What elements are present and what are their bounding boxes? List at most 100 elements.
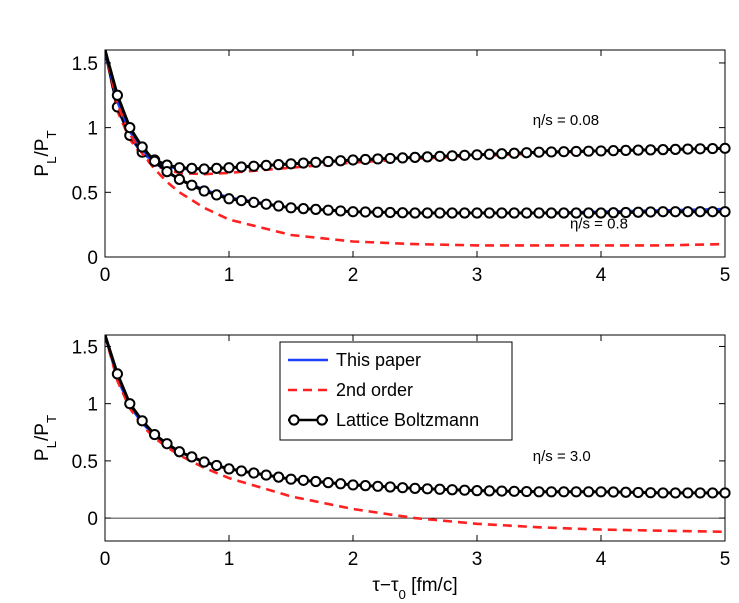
lattice-boltzmann-marker <box>459 484 471 496</box>
lattice-boltzmann-marker <box>260 198 272 210</box>
lattice-boltzmann-marker <box>409 482 421 494</box>
x-axis-label: τ−τ0 [fm/c] <box>372 575 457 602</box>
lattice-boltzmann-marker <box>335 205 347 217</box>
lattice-boltzmann-marker <box>359 153 371 166</box>
lattice-boltzmann-marker <box>682 487 694 499</box>
legend: This paper 2nd order Lattice Boltzmann <box>279 341 513 441</box>
lattice-boltzmann-marker <box>657 206 669 218</box>
lattice-boltzmann-marker <box>434 483 446 495</box>
x-tick-label: 3 <box>472 265 483 286</box>
lattice-boltzmann-marker <box>632 206 644 218</box>
legend-marker <box>316 414 328 426</box>
lattice-boltzmann-marker <box>235 194 247 207</box>
lattice-boltzmann-marker <box>397 482 409 494</box>
lattice-boltzmann-marker <box>620 144 632 156</box>
lattice-boltzmann-marker <box>645 144 657 156</box>
lattice-boltzmann-marker <box>558 146 570 158</box>
lattice-boltzmann-marker <box>421 151 433 163</box>
legend-entry: 2nd order <box>336 380 413 400</box>
lattice-boltzmann-marker <box>248 160 260 172</box>
lattice-boltzmann-marker <box>471 149 483 161</box>
x-tick-label: 0 <box>100 265 111 286</box>
lattice-boltzmann-marker <box>285 158 297 170</box>
lattice-boltzmann-marker <box>707 487 719 499</box>
lattice-boltzmann-marker <box>111 89 124 101</box>
lattice-boltzmann-marker <box>235 465 247 477</box>
lattice-boltzmann-marker <box>583 207 595 219</box>
lattice-boltzmann-marker <box>322 477 334 489</box>
lattice-boltzmann-marker <box>260 469 272 481</box>
x-tick-label: 4 <box>596 265 607 286</box>
lattice-boltzmann-marker <box>285 202 297 214</box>
bottom-panel: 0 1 2 3 4 5 0 0.5 1 1.5 PL/PT τ−τ0 [fm/c] η/s = 3.0 T… <box>32 334 731 602</box>
lattice-boltzmann-marker <box>285 473 297 485</box>
y-tick-label: 0 <box>87 248 98 269</box>
lattice-boltzmann-marker <box>508 485 520 497</box>
y-axis-label: PL/PT <box>32 415 59 461</box>
lattice-boltzmann-marker <box>372 480 384 492</box>
lattice-boltzmann-marker <box>595 207 607 219</box>
lattice-boltzmann-marker <box>223 162 235 174</box>
lattice-boltzmann-marker <box>471 485 483 497</box>
lattice-boltzmann-marker <box>632 144 644 156</box>
lattice-boltzmann-marker <box>248 196 260 209</box>
lattice-boltzmann-marker <box>409 207 421 219</box>
x-tick-label: 0 <box>100 549 111 570</box>
lattice-boltzmann-marker <box>136 415 148 427</box>
lattice-boltzmann-marker <box>421 483 433 495</box>
lattice-boltzmann-marker <box>273 471 285 483</box>
lattice-boltzmann-marker <box>235 161 247 173</box>
lattice-boltzmann-marker <box>335 155 347 167</box>
lattice-boltzmann-marker <box>459 149 471 161</box>
lattice-boltzmann-marker <box>198 163 210 175</box>
annotation-eta-s: η/s = 0.08 <box>533 112 599 129</box>
lattice-boltzmann-marker <box>558 207 570 219</box>
lattice-boltzmann-marker <box>322 155 334 168</box>
lattice-boltzmann-marker <box>211 162 223 174</box>
lattice-boltzmann-marker <box>657 487 669 499</box>
lattice-boltzmann-marker <box>347 154 359 166</box>
lattice-boltzmann-marker <box>372 206 384 218</box>
lattice-boltzmann-marker <box>223 463 235 475</box>
annotation-eta-s: η/s = 3.0 <box>533 448 591 465</box>
lattice-boltzmann-marker <box>273 159 285 171</box>
lattice-boltzmann-marker <box>173 173 185 185</box>
lattice-boltzmann-marker <box>273 200 285 212</box>
lattice-boltzmann-marker <box>607 486 620 498</box>
lattice-boltzmann-marker <box>223 193 235 205</box>
annotation-eta-s: η/s = 0.8 <box>570 216 628 233</box>
lattice-boltzmann-marker <box>669 143 682 155</box>
lattice-boltzmann-marker <box>694 487 706 499</box>
lattice-boltzmann-marker <box>620 486 632 498</box>
lattice-boltzmann-marker <box>719 487 731 499</box>
lattice-boltzmann-marker <box>260 159 272 172</box>
y-tick-label: 0.5 <box>72 452 98 473</box>
lattice-boltzmann-marker <box>359 480 371 492</box>
lattice-boltzmann-marker <box>595 486 607 498</box>
lattice-boltzmann-marker <box>707 142 719 155</box>
lattice-boltzmann-marker <box>583 486 595 498</box>
lattice-boltzmann-marker <box>173 162 185 174</box>
lattice-boltzmann-marker <box>310 156 322 168</box>
lattice-boltzmann-marker <box>136 141 148 153</box>
lattice-boltzmann-marker <box>583 145 595 157</box>
top-panel: 0 1 2 3 4 5 0 0.5 1 1.5 PL/PT η/s = 0.08 η/s = 0.8 <box>32 49 731 286</box>
lattice-boltzmann-marker <box>645 206 657 218</box>
legend-entry: This paper <box>336 350 421 370</box>
lattice-boltzmann-marker <box>607 207 620 219</box>
y-axis-label: PL/PT <box>32 130 59 176</box>
lattice-boltzmann-marker <box>421 207 433 219</box>
lattice-boltzmann-marker <box>595 145 607 157</box>
lattice-boltzmann-marker <box>645 487 657 499</box>
lattice-boltzmann-marker <box>496 485 508 497</box>
lattice-boltzmann-marker <box>248 467 260 479</box>
lattice-boltzmann-marker <box>496 148 508 160</box>
lattice-boltzmann-marker <box>211 189 223 201</box>
lattice-boltzmann-marker <box>335 478 347 490</box>
lattice-boltzmann-marker <box>570 207 582 219</box>
x-tick-label: 1 <box>224 265 235 286</box>
lattice-boltzmann-marker <box>359 206 371 218</box>
x-tick-label: 3 <box>472 549 483 570</box>
lattice-boltzmann-marker <box>198 456 210 468</box>
